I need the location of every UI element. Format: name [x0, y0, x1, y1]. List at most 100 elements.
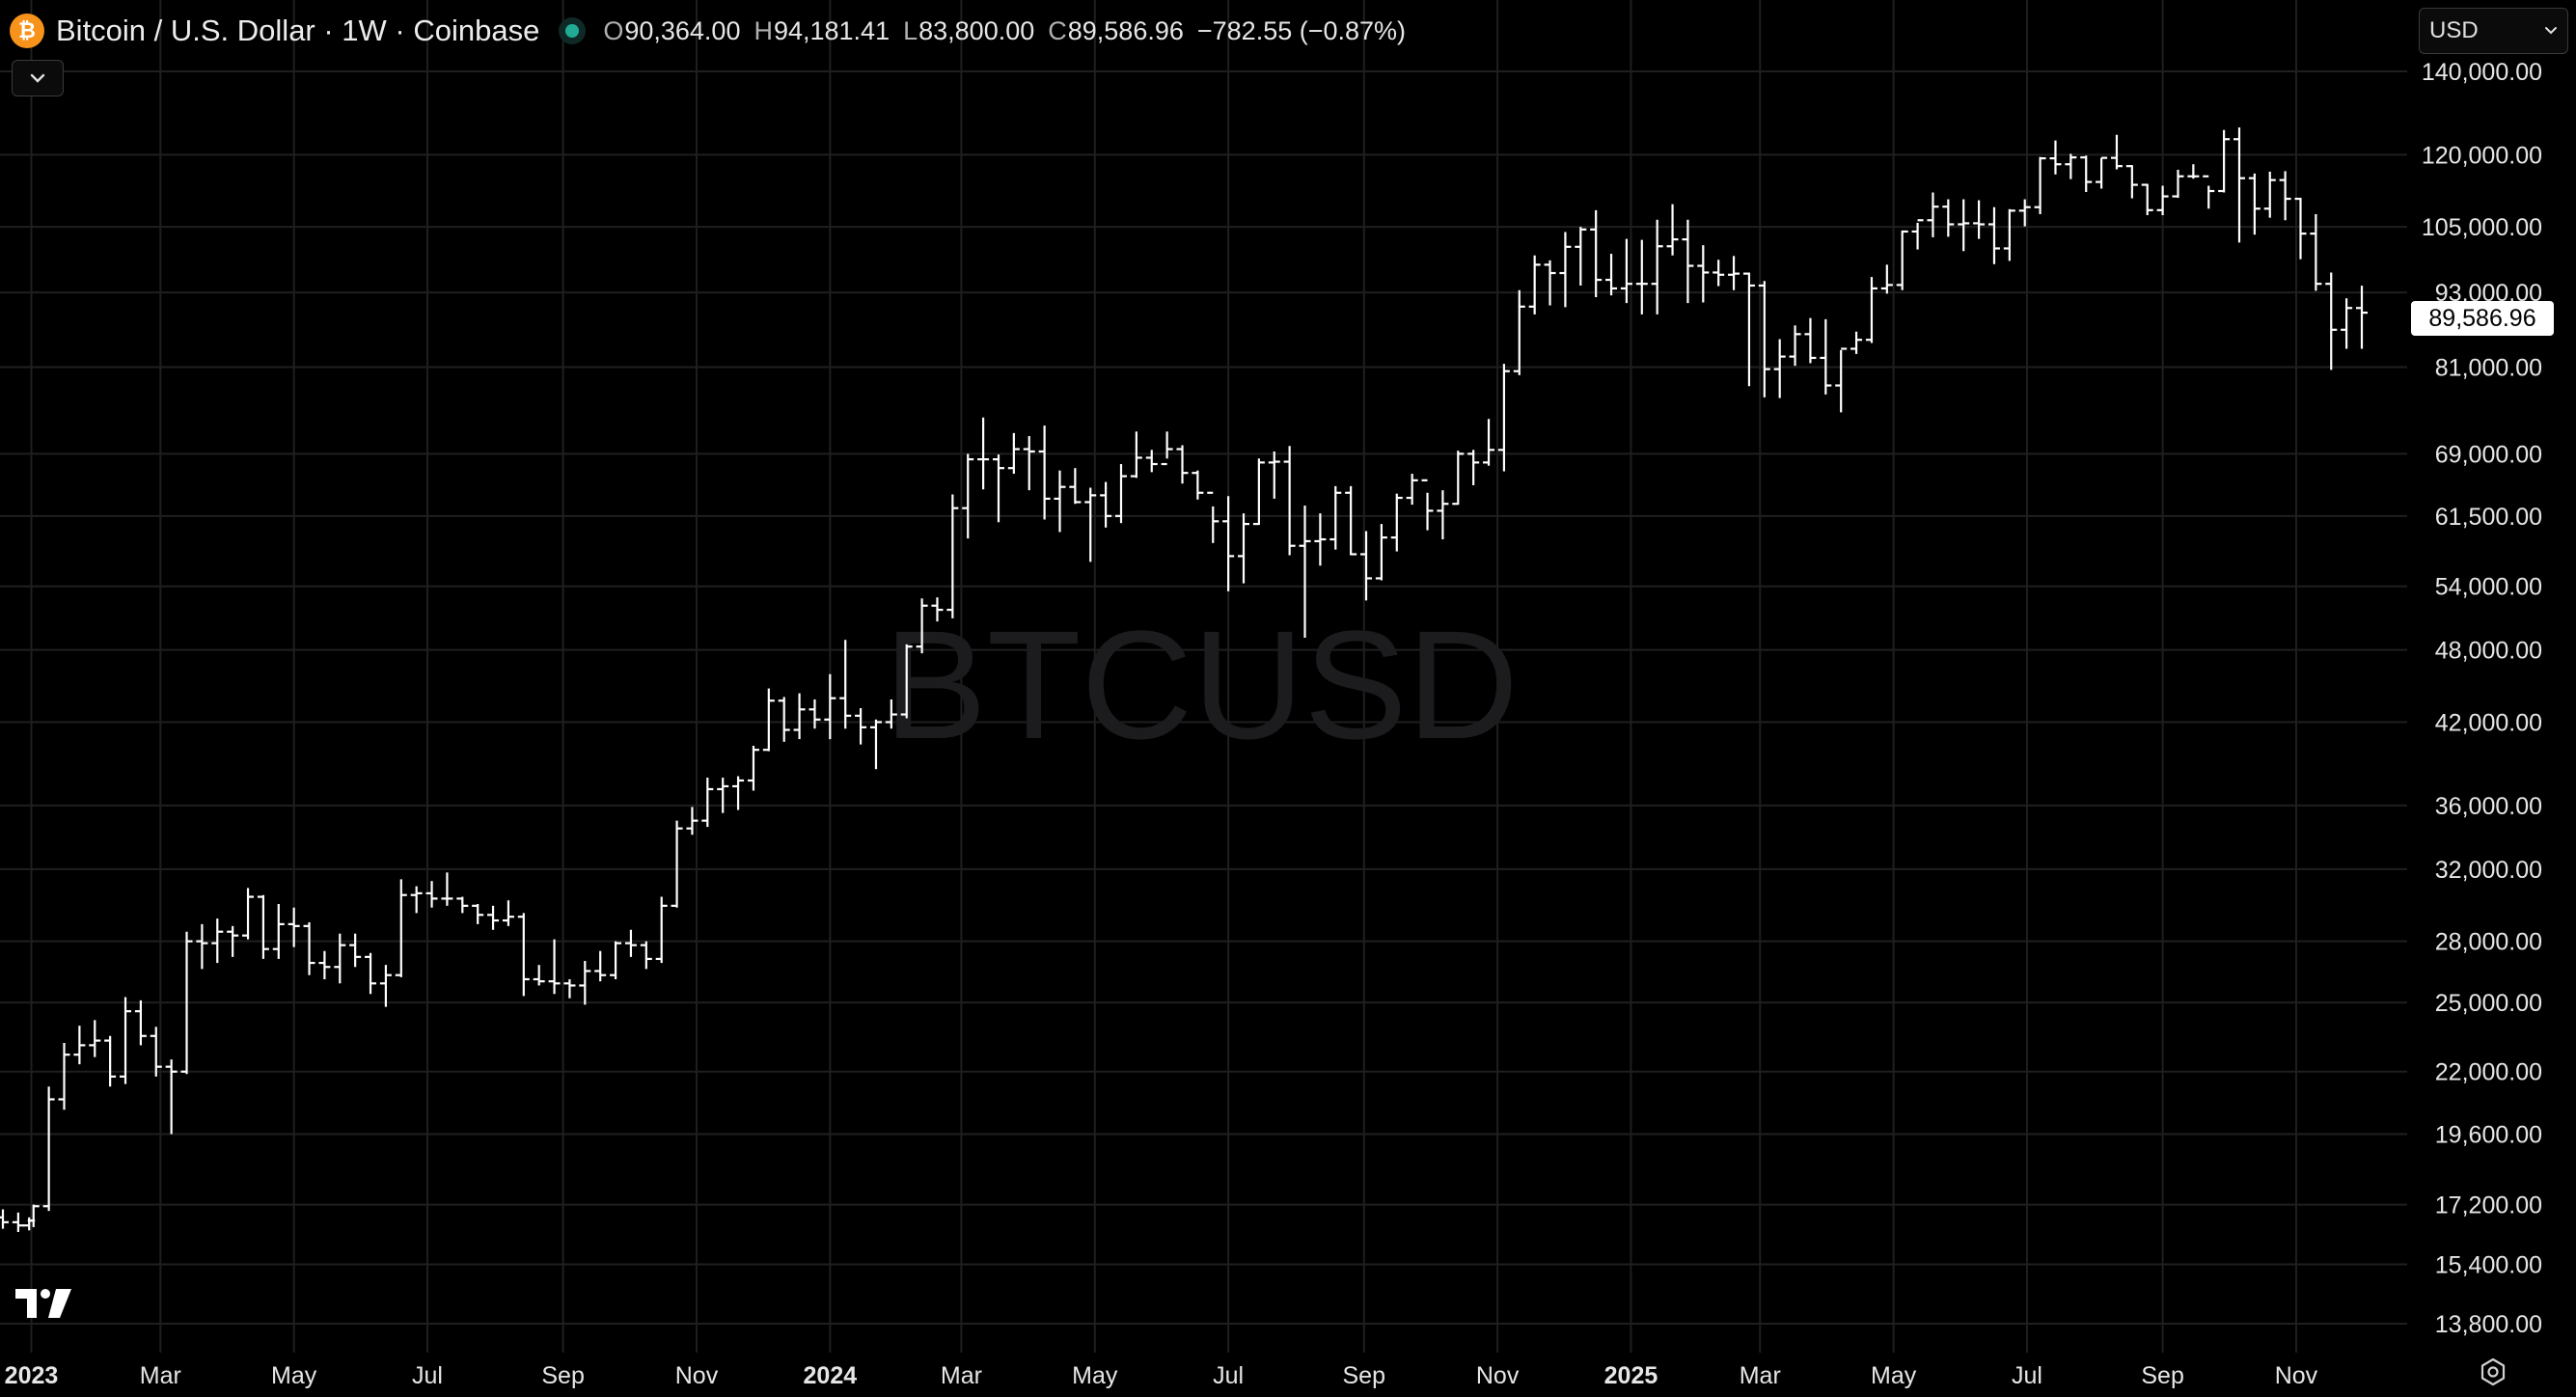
ohlc-bar — [2263, 171, 2276, 218]
ohlc-close-key: C — [1048, 15, 1067, 45]
ohlc-bar — [334, 933, 346, 984]
ohlc-low-key: L — [903, 15, 918, 45]
ohlc-bar — [1038, 425, 1051, 520]
ohlc-bar — [1804, 317, 1817, 364]
ohlc-bar — [2141, 183, 2153, 216]
ohlc-bar — [27, 1204, 40, 1227]
y-tick-label: 48,000.00 — [2435, 638, 2542, 665]
ohlc-bar — [2310, 213, 2322, 291]
ohlc-bar — [1390, 493, 1403, 552]
ohlc-bar — [824, 673, 836, 740]
ohlc-bar — [624, 929, 637, 957]
ohlc-bar — [2325, 272, 2338, 370]
ohlc-bar — [410, 886, 423, 914]
x-tick-label: Sep — [1343, 1362, 1385, 1389]
ohlc-bar — [1069, 468, 1082, 505]
ohlc-bar — [472, 903, 484, 924]
x-tick-label: 2023 — [5, 1362, 59, 1389]
y-tick-label: 69,000.00 — [2435, 441, 2542, 468]
ohlc-bar — [502, 900, 514, 926]
ohlc-bar — [1651, 219, 1663, 315]
ohlc-bar — [1054, 470, 1066, 533]
ohlc-bar — [272, 903, 285, 959]
ohlc-bar — [1789, 325, 1801, 367]
ohlc-bar — [1559, 232, 1572, 308]
y-tick-label: 105,000.00 — [2422, 214, 2542, 241]
x-tick-label: Sep — [2141, 1362, 2183, 1389]
ohlc-bar — [2156, 185, 2169, 216]
ohlc-bar — [778, 697, 790, 742]
ohlc-bar — [1406, 474, 1418, 506]
ohlc-bar — [563, 978, 576, 999]
ohlc-bar — [379, 965, 392, 1007]
x-tick-label: Jul — [1213, 1362, 1244, 1389]
ohlc-bar — [686, 807, 699, 835]
ohlc-bar — [288, 907, 300, 947]
ohlc-bar — [1483, 419, 1495, 466]
bitcoin-icon[interactable]: ₿ — [10, 14, 44, 48]
ohlc-bar — [1773, 339, 1786, 398]
chart-watermark: BTCUSD — [884, 598, 1519, 771]
x-tick-label: Jul — [2012, 1362, 2042, 1389]
ohlc-bar — [1958, 199, 1970, 252]
time-axis[interactable]: 2023 Mar May Jul Sep Nov 2024 Mar May Jul Sep Nov 20… — [5, 1362, 2318, 1389]
ohlc-bar — [425, 881, 438, 908]
ohlc-bar — [318, 950, 331, 979]
ohlc-bar — [2233, 127, 2245, 243]
settings-gear-icon[interactable] — [2478, 1356, 2508, 1387]
ohlc-open: O90,364.00 — [603, 16, 740, 46]
ohlc-bar — [548, 939, 561, 995]
price-axis[interactable]: 140,000.00120,000.00105,000.0093,000.008… — [2422, 59, 2542, 1338]
y-tick-label: 25,000.00 — [2435, 990, 2542, 1017]
market-status-dot — [565, 24, 580, 38]
ohlc-bar — [1896, 230, 1908, 290]
symbol-title[interactable]: Bitcoin / U.S. Dollar · 1W · Coinbase — [56, 14, 540, 47]
ohlc-change: −782.55 (−0.87%) — [1196, 15, 1407, 45]
ohlc-bar — [1575, 227, 1587, 286]
ohlc-bar — [1467, 450, 1480, 485]
ohlc-bar — [150, 1027, 162, 1077]
x-tick-label: Mar — [140, 1362, 181, 1389]
x-tick-label: May — [271, 1362, 317, 1389]
ohlc-bar — [1252, 458, 1265, 526]
chevron-down-icon — [2545, 27, 2557, 35]
ohlc-bar — [120, 997, 132, 1084]
ohlc-bar — [1345, 485, 1357, 556]
y-tick-label: 42,000.00 — [2435, 709, 2542, 736]
ohlc-bar — [1360, 531, 1373, 601]
ohlc-bar — [227, 925, 239, 957]
ohlc-bar — [594, 950, 607, 982]
collapse-legend-button[interactable] — [12, 60, 64, 96]
ohlc-bar — [2003, 208, 2015, 261]
currency-select[interactable]: USD — [2419, 8, 2568, 54]
ohlc-bar — [1084, 487, 1097, 562]
ohlc-bar — [2125, 165, 2138, 199]
y-tick-label: 32,000.00 — [2435, 857, 2542, 884]
ohlc-bar — [2294, 197, 2307, 260]
ohlc-bar — [0, 1209, 9, 1229]
ohlc-bar — [2248, 173, 2261, 235]
ohlc-bar — [855, 707, 867, 745]
ohlc-bar — [12, 1212, 24, 1233]
ohlc-bar — [1238, 513, 1250, 584]
tradingview-logo-icon[interactable] — [15, 1287, 77, 1325]
ohlc-bar — [1973, 200, 1986, 239]
ohlc-bar — [395, 879, 407, 977]
ohlc-bar — [1758, 281, 1770, 397]
ohlc-low-value: 83,800.00 — [918, 15, 1035, 45]
ohlc-bar — [180, 931, 193, 1075]
y-tick-label: 54,000.00 — [2435, 574, 2542, 601]
ohlc-bar — [349, 933, 362, 968]
x-tick-label: May — [1072, 1362, 1118, 1389]
ohlc-bar — [1130, 431, 1142, 479]
ohlc-bar — [579, 961, 591, 1005]
ohlc-bar — [2187, 164, 2200, 179]
ohlc-bar — [916, 598, 928, 654]
ohlc-bar — [2172, 169, 2184, 199]
x-tick-label: 2024 — [804, 1362, 858, 1389]
market-status-icon[interactable] — [559, 17, 587, 44]
ohlc-bar — [1942, 199, 1955, 237]
ohlc-bar — [2279, 171, 2291, 221]
ohlc-bar — [1850, 331, 1863, 354]
